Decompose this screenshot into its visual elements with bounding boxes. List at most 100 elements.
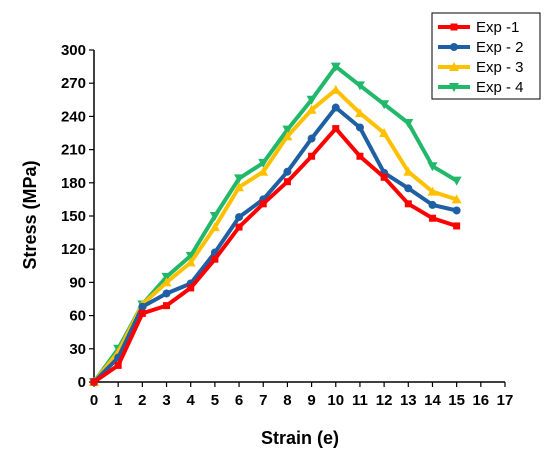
x-tick-label: 15	[448, 392, 465, 409]
series-4	[89, 62, 462, 387]
series-2-point	[138, 302, 147, 311]
y-tick-label: 150	[61, 208, 86, 225]
series-1-point	[138, 309, 146, 317]
series-3-point	[282, 131, 293, 141]
legend-label: Exp - 2	[476, 39, 524, 56]
y-tick-label: 270	[61, 75, 86, 92]
series-2-point	[428, 200, 437, 209]
series-1	[90, 125, 461, 386]
x-tick-label: 12	[376, 392, 393, 409]
series-4-point	[282, 125, 293, 135]
y-tick-label: 180	[61, 175, 86, 192]
y-tick-label: 0	[78, 374, 86, 391]
series-1-point	[90, 378, 98, 386]
series-3-point	[185, 257, 196, 267]
y-tick-label: 120	[61, 241, 86, 258]
series-3-point	[258, 166, 269, 176]
y-axis-ticks: 0 30 60 90 120 150 180 210 240 270 300	[61, 42, 94, 391]
series-3-point	[306, 104, 317, 114]
legend-label: Exp - 4	[476, 79, 524, 96]
legend-label: Exp -1	[476, 19, 519, 36]
series-1-point	[283, 178, 291, 186]
series-1-point	[259, 200, 267, 208]
series-4-point	[258, 158, 269, 168]
x-tick-label: 7	[259, 392, 267, 409]
legend-label: Exp - 3	[476, 59, 524, 76]
legend: Exp -1 Exp - 2 Exp - 3 Exp - 4	[431, 12, 541, 100]
x-tick-label: 5	[211, 392, 219, 409]
series-4-point	[306, 95, 317, 105]
legend-swatch-marker	[450, 43, 458, 51]
series-1-line	[92, 126, 458, 384]
series-4-point	[403, 119, 414, 129]
y-axis-title: Stress (MPa)	[20, 160, 40, 269]
x-tick-label: 0	[90, 392, 98, 409]
x-tick-label: 9	[307, 392, 315, 409]
x-axis-ticks: 0 1 2 3 4 5 6 7 8 9 10 11 12 13 14 15 16 17	[90, 382, 514, 409]
y-tick-label: 300	[61, 42, 86, 59]
series-1-point	[187, 284, 195, 292]
x-tick-label: 10	[327, 392, 344, 409]
series-4-point	[209, 212, 220, 221]
series-1-point	[235, 223, 243, 231]
series-3-point	[330, 84, 341, 94]
legend-swatch-marker	[449, 62, 459, 71]
series-3-point	[354, 108, 365, 118]
series-layer	[89, 62, 462, 387]
series-1-point	[404, 200, 412, 208]
series-4-point	[354, 81, 365, 91]
series-2-point	[452, 206, 461, 215]
x-tick-label: 2	[138, 392, 146, 409]
legend-entry: Exp - 2	[438, 39, 524, 56]
series-2-point	[283, 167, 292, 176]
x-tick-label: 1	[114, 392, 122, 409]
series-4-point	[379, 100, 390, 110]
y-tick-label: 60	[69, 308, 86, 325]
series-2-point	[404, 184, 413, 193]
series-4-point	[427, 162, 438, 172]
x-tick-label: 6	[235, 392, 243, 409]
series-4-point	[330, 62, 341, 72]
series-3-point	[451, 194, 462, 204]
x-axis-title: Strain (e)	[261, 428, 339, 448]
series-2-point	[355, 123, 364, 132]
series-1-point	[308, 152, 316, 160]
series-2-point	[331, 103, 340, 112]
y-tick-label: 30	[69, 341, 86, 358]
axes	[93, 50, 505, 383]
series-3-point	[379, 128, 390, 137]
legend-entry: Exp -1	[438, 19, 519, 36]
series-2-point	[162, 289, 171, 298]
series-2-line	[92, 105, 458, 384]
series-1-point	[380, 173, 388, 181]
x-tick-label: 14	[424, 392, 441, 409]
series-1-point	[163, 302, 171, 310]
series-3-point	[234, 182, 245, 192]
series-4-point	[451, 176, 462, 186]
series-3-point	[209, 222, 220, 232]
series-3-point	[161, 277, 172, 287]
y-tick-label: 210	[61, 142, 86, 159]
legend-swatch-marker	[449, 83, 459, 92]
series-1-point	[428, 214, 436, 222]
series-1-point	[332, 125, 340, 133]
x-tick-label: 8	[283, 392, 291, 409]
legend-entry: Exp - 3	[438, 59, 524, 76]
series-2-point	[307, 134, 316, 143]
series-1-point	[114, 361, 122, 369]
x-tick-label: 17	[497, 392, 514, 409]
series-1-point	[211, 255, 219, 263]
series-4-point	[161, 272, 172, 282]
series-1-point	[356, 152, 364, 160]
x-tick-label: 4	[187, 392, 196, 409]
x-tick-label: 13	[400, 392, 417, 409]
series-3-line	[92, 87, 458, 384]
series-2-point	[235, 213, 244, 222]
series-3-point	[403, 166, 414, 176]
series-3-point	[427, 186, 438, 196]
series-1-point	[453, 222, 461, 230]
legend-entry: Exp - 4	[438, 79, 524, 96]
y-tick-label: 90	[69, 274, 86, 291]
x-tick-label: 3	[162, 392, 170, 409]
